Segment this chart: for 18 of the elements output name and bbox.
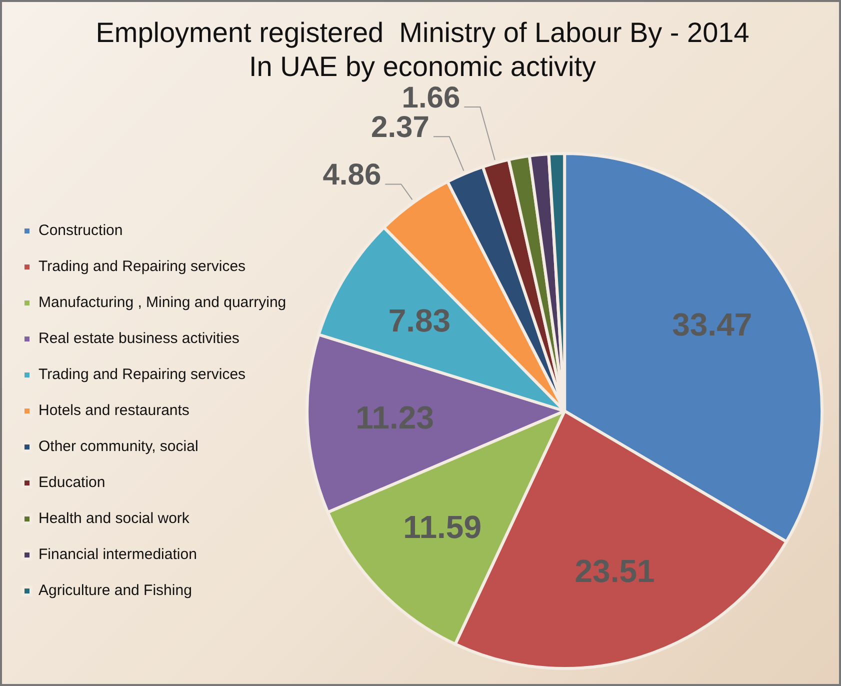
data-label: 23.51 — [574, 553, 655, 590]
data-label: 33.47 — [672, 306, 752, 342]
legend-label: Manufacturing , Mining and quarrying — [38, 294, 286, 312]
legend-label: Agriculture and Fishing — [38, 582, 192, 600]
legend-label: Real estate business activities — [38, 330, 240, 348]
legend-label: Education — [38, 474, 106, 492]
data-label: 7.83 — [388, 302, 451, 338]
legend-label: Other community, social — [38, 438, 198, 456]
legend-label: Trading and Repairing services — [38, 258, 246, 276]
data-label: 11.23 — [356, 400, 434, 436]
data-label: 4.86 — [322, 158, 382, 192]
legend-label: Financial intermediation — [38, 546, 197, 564]
data-label: 11.59 — [403, 508, 482, 545]
legend-label: Hotels and restaurants — [38, 402, 190, 420]
chart-title: Employment registered Ministry of Labour By - 2014 In UAE by economic activity — [94, 16, 750, 84]
legend-label: Trading and Repairing services — [38, 366, 246, 384]
legend-label: Construction — [38, 222, 123, 240]
legend-label: Health and social work — [38, 510, 190, 528]
